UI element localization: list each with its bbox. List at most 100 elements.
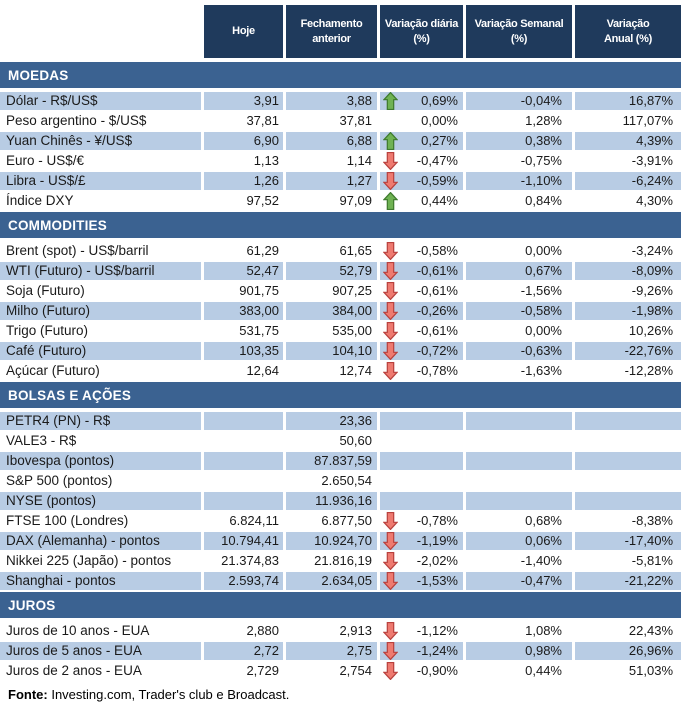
row-label: S&P 500 (pontos) bbox=[6, 473, 113, 488]
cell-variacao-semanal: -1,56% bbox=[463, 282, 572, 300]
cell-variacao-semanal: -0,63% bbox=[463, 342, 572, 360]
cell-fechamento-anterior: 50,60 bbox=[283, 432, 377, 450]
cell-variacao-diaria: 0,44% bbox=[377, 192, 463, 210]
table-row-cafe-futuro: Café (Futuro) 103,35 104,10 -0,72% -0,63% -22… bbox=[0, 342, 681, 360]
cell-variacao-anual: -3,91% bbox=[572, 152, 681, 170]
cell-fechamento-anterior: 11.936,16 bbox=[283, 492, 377, 510]
cell-variacao-diaria: -0,72% bbox=[377, 342, 463, 360]
table-row-wti-futuro-us-barril: WTI (Futuro) - US$/barril 52,47 52,79 -0,61… bbox=[0, 262, 681, 280]
row-label: Brent (spot) - US$/barril bbox=[6, 243, 149, 258]
cell-hoje: 383,00 bbox=[201, 302, 283, 320]
cell-fechamento-anterior: 23,36 bbox=[283, 412, 377, 430]
cell-hoje: 61,29 bbox=[201, 242, 283, 260]
down-arrow-icon bbox=[383, 362, 398, 380]
cell-variacao-diaria: -1,19% bbox=[377, 532, 463, 550]
column-header-hoje: Hoje bbox=[201, 5, 283, 58]
cell-variacao-diaria: 0,69% bbox=[377, 92, 463, 110]
row-label: NYSE (pontos) bbox=[0, 492, 201, 510]
cell-hoje: 2.593,74 bbox=[201, 572, 283, 590]
cell-variacao-anual bbox=[572, 472, 681, 490]
row-label: Euro - US$/€ bbox=[6, 153, 85, 168]
row-label: Açúcar (Futuro) bbox=[6, 363, 100, 378]
cell-fechamento-anterior: 1,14 bbox=[283, 152, 377, 170]
cell-fechamento-anterior: 97,09 bbox=[283, 192, 377, 210]
cell-fechamento-anterior: 384,00 bbox=[283, 302, 377, 320]
table-row-ftse-100-londres: FTSE 100 (Londres) 6.824,11 6.877,50 -0,78%… bbox=[0, 512, 681, 530]
cell-hoje: 52,47 bbox=[201, 262, 283, 280]
cell-variacao-anual: -9,26% bbox=[572, 282, 681, 300]
cell-hoje: 2,880 bbox=[201, 622, 283, 640]
row-label: Dólar - R$/US$ bbox=[0, 92, 201, 110]
table-row-brent-spot-us-barril: Brent (spot) - US$/barril 61,29 61,65 -0,58… bbox=[0, 242, 681, 260]
table-row-indice-dxy: Índice DXY 97,52 97,09 0,44% 0,84% 4,30% bbox=[0, 192, 681, 210]
cell-hoje: 12,64 bbox=[201, 362, 283, 380]
cell-variacao-semanal: 0,44% bbox=[463, 662, 572, 680]
row-label: Nikkei 225 (Japão) - pontos bbox=[6, 553, 172, 568]
up-arrow-icon bbox=[383, 92, 398, 110]
down-arrow-icon bbox=[383, 242, 398, 260]
table-row-euro-us: Euro - US$/€ 1,13 1,14 -0,47% -0,75% -3,91% bbox=[0, 152, 681, 170]
table-row-s-p-500-pontos: S&P 500 (pontos) 2.650,54 bbox=[0, 472, 681, 490]
cell-variacao-semanal: 0,06% bbox=[463, 532, 572, 550]
cell-variacao-anual: 22,43% bbox=[572, 622, 681, 640]
down-arrow-icon bbox=[383, 342, 398, 360]
up-arrow-icon bbox=[383, 132, 398, 150]
cell-variacao-anual: -3,24% bbox=[572, 242, 681, 260]
column-header-text: anterior bbox=[312, 32, 351, 45]
source-label: Fonte: bbox=[8, 687, 48, 702]
cell-variacao-anual: 26,96% bbox=[572, 642, 681, 660]
cell-variacao-anual: -6,24% bbox=[572, 172, 681, 190]
cell-variacao-diaria: -1,24% bbox=[377, 642, 463, 660]
down-arrow-icon bbox=[383, 512, 398, 530]
cell-variacao-anual bbox=[572, 412, 681, 430]
row-label: VALE3 - R$ bbox=[6, 433, 77, 448]
row-label: DAX (Alemanha) - pontos bbox=[0, 532, 201, 550]
cell-variacao-anual: -8,09% bbox=[572, 262, 681, 280]
cell-variacao-diaria: -1,12% bbox=[377, 622, 463, 640]
row-label: WTI (Futuro) - US$/barril bbox=[0, 262, 201, 280]
cell-hoje: 97,52 bbox=[201, 192, 283, 210]
table-row-nyse-pontos: NYSE (pontos) 11.936,16 bbox=[0, 492, 681, 510]
table-row-peso-argentino-us: Peso argentino - $/US$ 37,81 37,81 0,00% 1,2… bbox=[0, 112, 681, 130]
source-note: Fonte: Investing.com, Trader's club e Br… bbox=[0, 682, 681, 708]
cell-hoje: 2,729 bbox=[201, 662, 283, 680]
cell-hoje: 3,91 bbox=[201, 92, 283, 110]
cell-fechamento-anterior: 21.816,19 bbox=[283, 552, 377, 570]
cell-variacao-semanal: -1,10% bbox=[463, 172, 572, 190]
down-arrow-icon bbox=[383, 302, 398, 320]
cell-variacao-semanal: 0,00% bbox=[463, 322, 572, 340]
column-header-text: Variação Semanal bbox=[474, 17, 564, 30]
cell-variacao-anual bbox=[572, 432, 681, 450]
cell-hoje: 1,26 bbox=[201, 172, 283, 190]
cell-variacao-semanal: 0,38% bbox=[463, 132, 572, 150]
cell-variacao-semanal: 0,00% bbox=[463, 242, 572, 260]
down-arrow-icon bbox=[383, 322, 398, 340]
row-label: Juros de 5 anos - EUA bbox=[0, 642, 201, 660]
cell-fechamento-anterior: 61,65 bbox=[283, 242, 377, 260]
cell-hoje bbox=[201, 492, 283, 510]
table-row-dax-alemanha-pontos: DAX (Alemanha) - pontos 10.794,41 10.924,7… bbox=[0, 532, 681, 550]
cell-fechamento-anterior: 10.924,70 bbox=[283, 532, 377, 550]
cell-variacao-anual: 51,03% bbox=[572, 662, 681, 680]
row-label: Milho (Futuro) bbox=[0, 302, 201, 320]
cell-variacao-diaria bbox=[377, 492, 463, 510]
column-header-text: Variação bbox=[606, 17, 650, 30]
cell-variacao-diaria: -0,26% bbox=[377, 302, 463, 320]
cell-variacao-semanal: -1,63% bbox=[463, 362, 572, 380]
cell-hoje: 6.824,11 bbox=[201, 512, 283, 530]
cell-variacao-diaria: -0,78% bbox=[377, 512, 463, 530]
row-label: Juros de 10 anos - EUA bbox=[6, 623, 150, 638]
cell-variacao-diaria bbox=[377, 452, 463, 470]
cell-hoje: 21.374,83 bbox=[201, 552, 283, 570]
row-label: Café (Futuro) bbox=[0, 342, 201, 360]
cell-fechamento-anterior: 2,913 bbox=[283, 622, 377, 640]
cell-fechamento-anterior: 37,81 bbox=[283, 112, 377, 130]
table-row-acucar-futuro: Açúcar (Futuro) 12,64 12,74 -0,78% -1,63% -12… bbox=[0, 362, 681, 380]
table-row-yuan-chines-us: Yuan Chinês - ¥/US$ 6,90 6,88 0,27% 0,38% 4,3… bbox=[0, 132, 681, 150]
cell-variacao-diaria: 0,00% bbox=[377, 112, 463, 130]
down-arrow-icon bbox=[383, 262, 398, 280]
cell-variacao-anual: -22,76% bbox=[572, 342, 681, 360]
section-header-moedas: MOEDAS bbox=[0, 62, 681, 88]
cell-variacao-anual: -21,22% bbox=[572, 572, 681, 590]
